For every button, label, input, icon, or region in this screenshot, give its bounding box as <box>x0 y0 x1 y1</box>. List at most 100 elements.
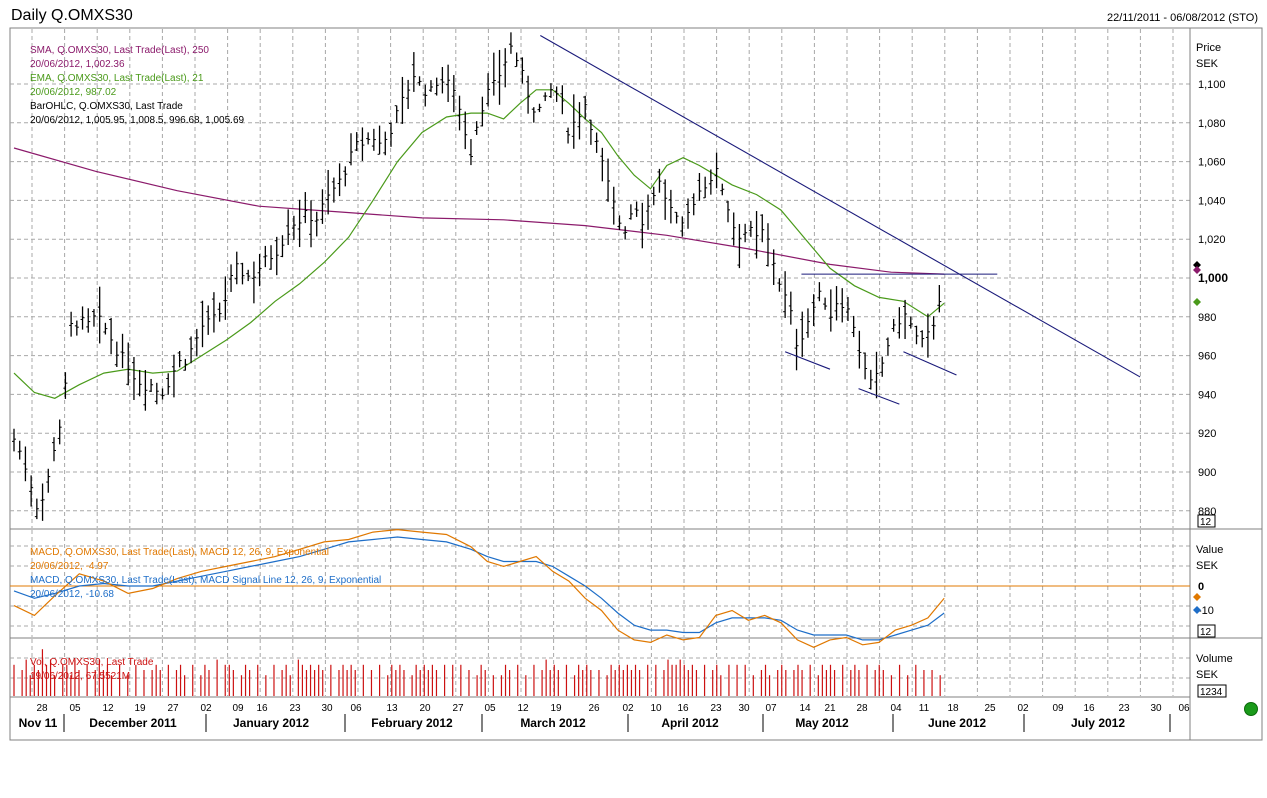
x-day-tick: 09 <box>232 703 244 714</box>
legend-entry: 20/06/2012, 987.02 <box>30 87 117 98</box>
x-day-tick: 06 <box>350 703 362 714</box>
x-day-tick: 20 <box>419 703 431 714</box>
trendlines <box>540 35 1141 405</box>
volume-axis-title: Volume <box>1196 653 1233 665</box>
chart-title: Daily Q.OMXS30 <box>11 7 133 24</box>
x-month-label: April 2012 <box>661 716 719 730</box>
x-day-tick: 12 <box>102 703 114 714</box>
macd-tick-minus10: -10 <box>1198 605 1214 617</box>
macd-axis-unit: SEK <box>1196 560 1219 572</box>
x-day-tick: 02 <box>200 703 212 714</box>
chart-frame <box>9 27 1263 741</box>
price-tick-label: 1,020 <box>1198 234 1226 246</box>
legend-entry: MACD, Q.OMXS30, Last Trade(Last), MACD 1… <box>30 547 329 558</box>
x-day-tick: 04 <box>890 703 902 714</box>
x-day-tick: 13 <box>386 703 398 714</box>
price-tick-label: 940 <box>1198 389 1216 401</box>
price-legend: SMA, Q.OMXS30, Last Trade(Last), 250 20/0… <box>30 45 245 126</box>
x-axis-month-labels: Nov 11 December 2011 January 2012 February … <box>19 714 1171 732</box>
price-tick-label: 1,000 <box>1198 271 1228 285</box>
ohlc-bars <box>12 32 942 521</box>
x-day-tick: 26 <box>588 703 600 714</box>
x-day-tick: 14 <box>799 703 811 714</box>
macd-line <box>13 528 945 648</box>
x-day-tick: 02 <box>622 703 634 714</box>
signal-marker-icon <box>1193 606 1201 614</box>
x-day-tick: 11 <box>919 703 930 714</box>
macd-series <box>10 528 1190 648</box>
macd-marker-icon <box>1193 593 1201 601</box>
volume-axis-unit: SEK <box>1196 669 1219 681</box>
macd-grid <box>10 530 1190 637</box>
price-tick-label: 920 <box>1198 428 1216 440</box>
trendline-support1 <box>784 351 831 370</box>
x-month-label: May 2012 <box>795 716 849 730</box>
x-day-tick: 21 <box>824 703 836 714</box>
x-day-tick: 19 <box>134 703 146 714</box>
price-tick-label: 960 <box>1198 351 1216 363</box>
price-axis-title: Price <box>1196 42 1221 54</box>
x-day-tick: 06 <box>1178 703 1190 714</box>
volume-bars <box>13 649 941 696</box>
x-day-tick: 28 <box>36 703 48 714</box>
sma250-series <box>13 147 945 275</box>
ema21-line <box>13 89 945 399</box>
trendline-support3 <box>903 351 957 376</box>
x-day-tick: 05 <box>69 703 81 714</box>
date-range: 22/11/2011 - 06/08/2012 (STO) <box>1107 12 1258 24</box>
x-month-label: March 2012 <box>520 716 586 730</box>
volume-grid <box>10 639 1190 696</box>
macd-tick-zero: 0 <box>1198 581 1204 593</box>
macd-legend: MACD, Q.OMXS30, Last Trade(Last), MACD 1… <box>30 547 381 600</box>
x-day-tick: 09 <box>1052 703 1064 714</box>
x-day-tick: 12 <box>517 703 529 714</box>
macd-signal-line <box>13 536 945 641</box>
x-axis-day-ticks: 28 05 12 19 27 02 09 16 23 30 06 13 20 27 05 12 19 26 02 10… <box>36 703 1190 714</box>
x-day-tick: 27 <box>167 703 179 714</box>
volume-scale-box[interactable]: 1234 <box>1197 684 1227 698</box>
legend-entry: 20/06/2012, 1,002.36 <box>30 59 125 70</box>
x-day-tick: 30 <box>738 703 750 714</box>
ema21-series <box>13 89 945 399</box>
price-scale-box-label: 12 <box>1200 517 1212 528</box>
x-day-tick: 28 <box>856 703 868 714</box>
x-day-tick: 25 <box>984 703 996 714</box>
x-day-tick: 07 <box>765 703 777 714</box>
x-day-tick: 23 <box>710 703 722 714</box>
trendline-resistance <box>540 35 1141 378</box>
legend-entry: EMA, Q.OMXS30, Last Trade(Last), 21 <box>30 73 204 84</box>
x-day-tick: 19 <box>550 703 562 714</box>
status-indicator-icon[interactable] <box>1244 702 1258 716</box>
price-markers <box>1193 261 1201 306</box>
x-day-tick: 30 <box>1150 703 1162 714</box>
legend-entry: 19/06/2012, 67.5521M <box>30 671 130 682</box>
x-month-label: February 2012 <box>371 716 453 730</box>
legend-entry: MACD, Q.OMXS30, Last Trade(Last), MACD S… <box>30 575 381 586</box>
macd-scale-box[interactable]: 12 <box>1197 624 1216 638</box>
legend-entry: Vol, Q.OMXS30, Last Trade <box>30 657 154 668</box>
price-tick-label: 980 <box>1198 312 1216 324</box>
x-day-tick: 30 <box>321 703 333 714</box>
price-tick-labels: 1,100 1,080 1,060 1,040 1,020 1,000 980 960 940 9… <box>1198 79 1228 518</box>
x-month-label: Nov 11 <box>19 716 58 730</box>
x-month-label: December 2011 <box>89 716 177 730</box>
legend-entry: 20/06/2012, -10.68 <box>30 589 114 600</box>
legend-entry: 20/06/2012, 1,005.95, 1,008.5, 996.68, 1… <box>30 115 245 126</box>
price-scale-box[interactable]: 12 <box>1197 514 1216 528</box>
trendline-support2 <box>858 388 900 405</box>
legend-entry: BarOHLC, Q.OMXS30, Last Trade <box>30 101 183 112</box>
price-tick-label: 1,100 <box>1198 79 1226 91</box>
x-day-tick: 05 <box>484 703 496 714</box>
price-tick-label: 1,040 <box>1198 195 1226 207</box>
legend-entry: SMA, Q.OMXS30, Last Trade(Last), 250 <box>30 45 209 56</box>
x-day-tick: 23 <box>1118 703 1130 714</box>
price-tick-label: 1,060 <box>1198 157 1226 169</box>
x-day-tick: 16 <box>1083 703 1095 714</box>
volume-scale-box-label: 1234 <box>1200 687 1223 698</box>
macd-scale-box-label: 12 <box>1200 627 1212 638</box>
x-month-label: January 2012 <box>233 716 309 730</box>
macd-axis-title: Value <box>1196 544 1223 556</box>
legend-entry: 20/06/2012, -4.97 <box>30 561 109 572</box>
price-grid <box>10 29 1190 528</box>
